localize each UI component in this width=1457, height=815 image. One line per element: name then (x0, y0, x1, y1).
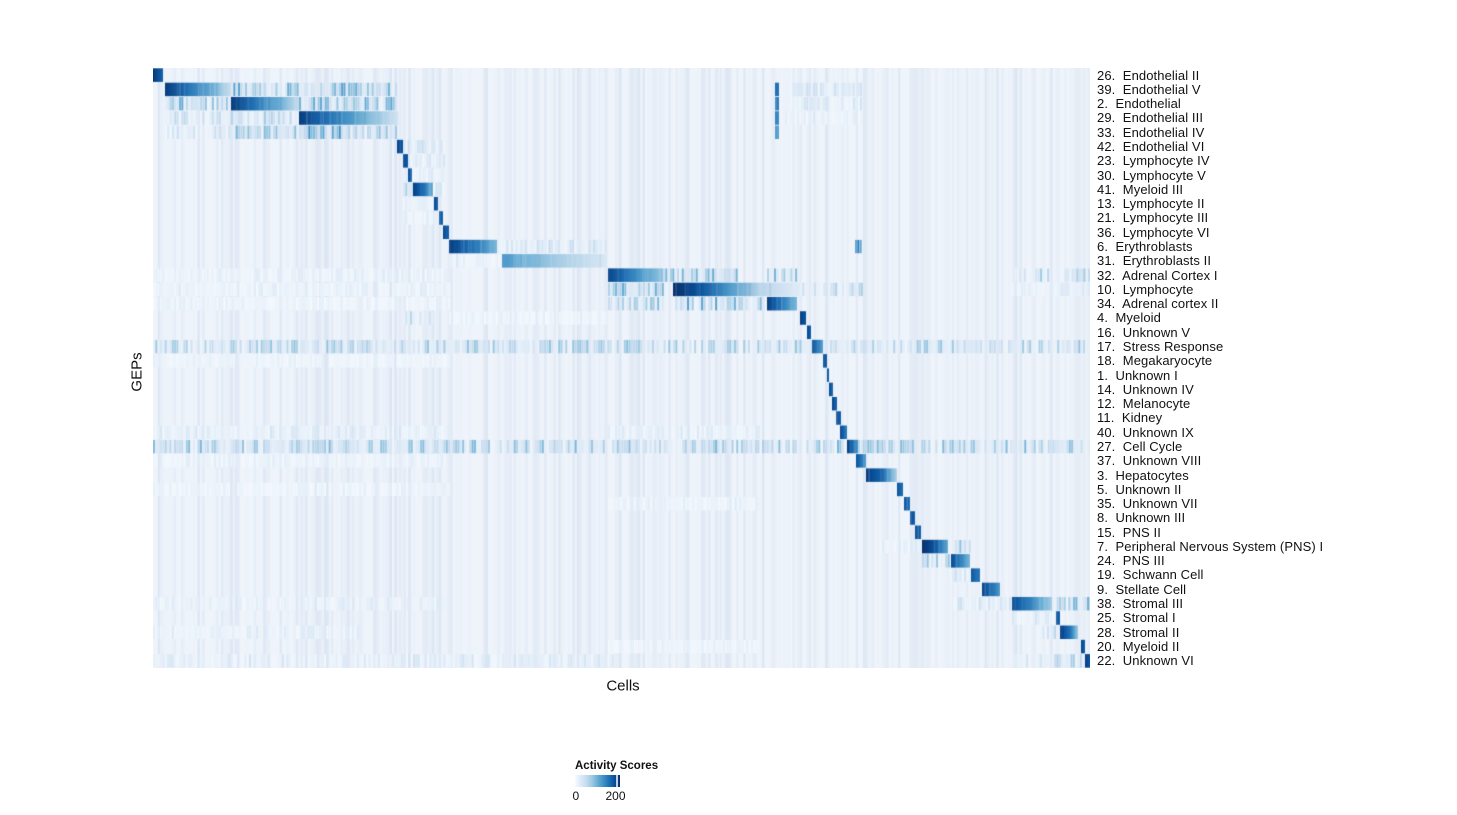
gep-row-label: 10. Lymphocyte (1097, 281, 1194, 297)
gep-row-label: 26. Endothelial II (1097, 67, 1200, 83)
gep-row-label: 38. Stromal III (1097, 596, 1184, 612)
gep-row-label: 41. Myeloid III (1097, 181, 1184, 197)
gep-row-label: 34. Adrenal cortex II (1097, 296, 1219, 312)
y-axis-title: GEPs (128, 352, 146, 392)
gep-row-label: 17. Stress Response (1097, 338, 1224, 354)
gep-row-label: 40. Unknown IX (1097, 424, 1194, 440)
gep-row-label: 14. Unknown IV (1097, 381, 1194, 397)
gep-row-label: 32. Adrenal Cortex I (1097, 267, 1218, 283)
gep-row-label: 19. Schwann Cell (1097, 567, 1204, 583)
gep-row-labels: 26. Endothelial II 39. Endothelial V 2. En… (1097, 67, 1457, 669)
gep-row-label: 30. Lymphocyte V (1097, 167, 1206, 183)
colorbar-legend: Activity Scores 0 200 (572, 760, 695, 810)
gep-row-label: 27. Cell Cycle (1097, 438, 1183, 454)
gep-row-label: 24. PNS III (1097, 553, 1165, 569)
gep-row-label: 16. Unknown V (1097, 324, 1191, 340)
gep-row-label: 8. Unknown III (1097, 510, 1186, 526)
gep-row-label: 21. Lymphocyte III (1097, 210, 1209, 226)
gep-row-label: 28. Stromal II (1097, 624, 1180, 640)
colorbar-title: Activity Scores (575, 760, 659, 772)
gep-row-label: 42. Endothelial VI (1097, 139, 1205, 155)
gep-row-label: 22. Unknown VI (1097, 653, 1194, 669)
gep-row-label: 29. Endothelial III (1097, 110, 1204, 126)
heatmap (153, 68, 1090, 668)
gep-row-label: 23. Lymphocyte IV (1097, 153, 1210, 169)
gep-row-label: 7. Peripheral Nervous System (PNS) I (1097, 538, 1324, 554)
gep-row-label: 11. Kidney (1097, 410, 1163, 426)
gep-row-label: 39. Endothelial V (1097, 81, 1201, 97)
x-axis-title: Cells (606, 677, 640, 695)
gep-row-label: 3. Hepatocytes (1097, 467, 1189, 483)
gep-row-label: 31. Erythroblasts II (1097, 253, 1212, 269)
gep-row-label: 36. Lymphocyte VI (1097, 224, 1210, 240)
colorbar-tick-mark (615, 775, 618, 787)
gep-row-label: 33. Endothelial IV (1097, 124, 1205, 140)
gep-row-label: 20. Myeloid II (1097, 638, 1180, 654)
gep-row-label: 12. Melanocyte (1097, 396, 1191, 412)
gep-row-label: 13. Lymphocyte II (1097, 196, 1205, 212)
gep-row-label: 35. Unknown VII (1097, 496, 1198, 512)
gep-row-label: 37. Unknown VIII (1097, 453, 1202, 469)
colorbar-gradient (575, 775, 620, 787)
gep-row-label: 25. Stromal I (1097, 610, 1176, 626)
gep-row-label: 4. Myeloid (1097, 310, 1161, 326)
colorbar-tick-labels: 0 200 (572, 789, 626, 803)
gep-row-label: 15. PNS II (1097, 524, 1161, 540)
gep-row-label: 1. Unknown I (1097, 367, 1178, 383)
gep-row-label: 2. Endothelial (1097, 96, 1181, 112)
gep-row-label: 6. Erythroblasts (1097, 239, 1193, 255)
gep-row-label: 9. Stellate Cell (1097, 581, 1187, 597)
gep-row-label: 5. Unknown II (1097, 481, 1182, 497)
colorbar-tick-label-max: 200 (605, 789, 626, 803)
gep-row-label: 18. Megakaryocyte (1097, 353, 1213, 369)
colorbar-tick-label-min: 0 (572, 789, 580, 803)
